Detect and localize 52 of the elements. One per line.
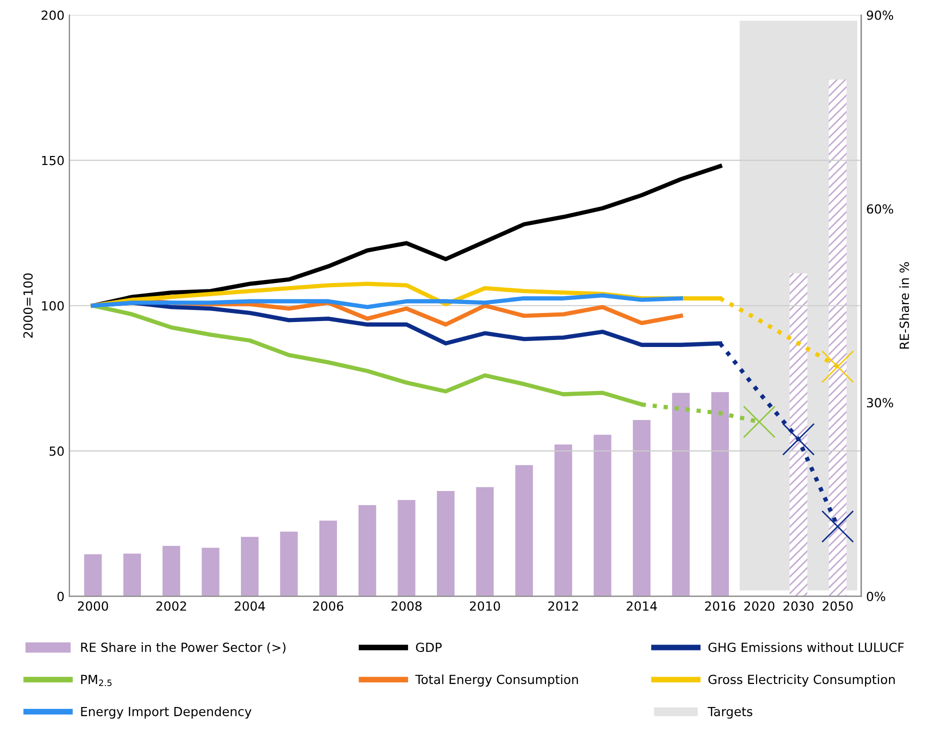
bar — [358, 505, 376, 596]
bar — [162, 546, 180, 596]
legend-label: GHG Emissions without LULUCF — [708, 642, 904, 652]
x-tick-label: 2004 — [234, 601, 265, 611]
bar — [280, 532, 298, 596]
x-tick-label: 2008 — [392, 601, 422, 611]
y-tick-label: 50 — [50, 446, 64, 456]
line-series — [90, 293, 683, 310]
bar — [790, 273, 808, 596]
x-tick-label: 2006 — [313, 601, 344, 611]
bar — [202, 548, 220, 596]
bar — [828, 80, 846, 596]
x-tick-label: 2016 — [705, 601, 736, 611]
legend-label: PM$_{2.5}$ — [81, 674, 112, 686]
bar — [554, 444, 572, 596]
bar — [398, 500, 416, 596]
legend-label: Targets — [708, 706, 752, 719]
x-tick-label: 2012 — [548, 601, 578, 611]
x-tick-label: 2010 — [470, 601, 500, 611]
legend-label: Gross Electricity Consumption — [708, 674, 895, 687]
bar — [632, 420, 651, 596]
x-tick-label: 2000 — [78, 601, 108, 611]
bar — [240, 536, 259, 596]
bar — [436, 490, 455, 596]
bar — [123, 554, 141, 596]
y-tick-label: 150 — [42, 156, 64, 166]
line-series — [90, 164, 722, 308]
y2-tick-label: 30% — [866, 398, 894, 408]
bar — [515, 465, 533, 596]
y-tick-label: 200 — [42, 10, 64, 20]
legend-label: Energy Import Dependency — [81, 706, 252, 719]
legend-label: Total Energy Consumption — [415, 674, 578, 687]
x-tick-label: 2014 — [626, 601, 657, 611]
y2-tick-label: 60% — [866, 204, 894, 214]
y-tick-label: 100 — [42, 301, 64, 311]
bar — [711, 392, 729, 596]
y2-axis-title: RE-Share in % — [899, 262, 910, 349]
x-tick-label: 2002 — [156, 601, 186, 611]
x-tick-label: 2050 — [822, 601, 853, 611]
x-tick-label: 2030 — [783, 601, 814, 611]
bar — [319, 520, 337, 596]
x-tick-label: 2020 — [744, 601, 774, 611]
bar — [594, 434, 612, 596]
bar — [84, 554, 102, 596]
y2-tick-label: 90% — [866, 10, 894, 20]
y-axis-title: 2000=100 — [23, 273, 33, 338]
bar — [672, 392, 690, 596]
y-tick-label: 0 — [57, 592, 64, 602]
legend-label: GDP — [416, 642, 442, 652]
bar — [476, 487, 494, 596]
legend-label: RE Share in the Power Sector (>) — [81, 642, 286, 654]
y2-tick-label: 0% — [866, 592, 886, 602]
